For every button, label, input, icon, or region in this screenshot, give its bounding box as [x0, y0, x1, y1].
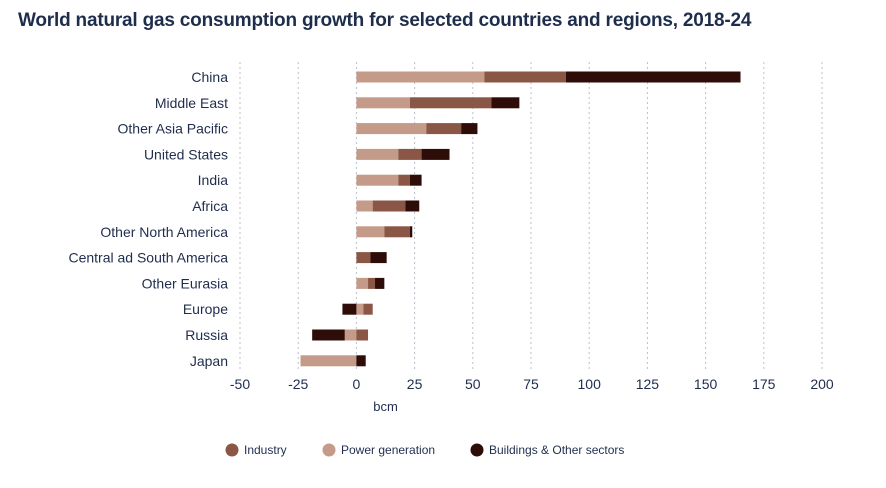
category-label: Central ad South America — [68, 250, 228, 266]
category-label: Other North America — [100, 224, 228, 240]
category-label: Middle East — [155, 95, 228, 111]
bar-segment — [356, 200, 373, 212]
legend-swatch — [470, 443, 484, 457]
bar-segment — [356, 148, 399, 160]
category-label: Japan — [190, 353, 228, 369]
gridlines — [239, 62, 823, 372]
bar-segment — [356, 97, 410, 109]
x-tick-label: -25 — [288, 376, 308, 392]
x-tick-label: 150 — [694, 376, 718, 392]
category-label: Russia — [185, 327, 228, 343]
bar-segment — [370, 252, 387, 264]
x-tick-label: 75 — [523, 376, 539, 392]
bar-segment — [421, 148, 450, 160]
category-labels: China Middle East Other Asia Pacific United… — [68, 69, 228, 369]
bar-segment — [484, 71, 566, 83]
bar-segment — [409, 174, 422, 186]
bar-segment — [405, 200, 420, 212]
x-tick-label: 50 — [465, 376, 481, 392]
bar-segment — [491, 97, 520, 109]
bar-segment — [356, 303, 364, 315]
category-label: China — [191, 69, 228, 85]
legend-label: Buildings & Other sectors — [489, 443, 624, 457]
category-label: India — [198, 172, 229, 188]
bar-segment — [409, 226, 413, 238]
bar-segment — [565, 71, 741, 83]
bar-segment — [426, 123, 462, 135]
legend-swatch — [322, 443, 336, 457]
bar-segment — [344, 329, 357, 341]
category-label: Other Asia Pacific — [118, 121, 229, 137]
bar-segment — [461, 123, 478, 135]
x-axis-title: bcm — [373, 399, 398, 414]
bar-segment — [356, 226, 385, 238]
bar-segment — [384, 226, 410, 238]
bar-segment — [356, 252, 371, 264]
bar-segment — [356, 355, 366, 367]
legend: Industry Power generation Buildings & Othe… — [225, 443, 624, 457]
category-label: Europe — [183, 301, 228, 317]
bar-segment — [375, 277, 385, 289]
bar-segment — [356, 329, 369, 341]
bars — [300, 71, 741, 367]
x-tick-label: 200 — [810, 376, 834, 392]
legend-label: Power generation — [341, 443, 435, 457]
bar-segment — [300, 355, 357, 367]
x-tick-label: 25 — [407, 376, 423, 392]
x-tick-label: 175 — [752, 376, 776, 392]
x-tick-label: 125 — [636, 376, 660, 392]
bar-segment — [368, 277, 376, 289]
legend-label: Industry — [244, 443, 287, 457]
x-tick-label: 0 — [353, 376, 361, 392]
bar-segment — [356, 174, 399, 186]
x-tick-label: 100 — [578, 376, 602, 392]
x-tick-label: -50 — [230, 376, 250, 392]
legend-swatch — [225, 443, 239, 457]
bar-segment — [312, 329, 345, 341]
bar-segment — [372, 200, 406, 212]
category-label: Africa — [192, 198, 228, 214]
bar-segment — [409, 97, 492, 109]
chart-title: World natural gas consumption growth for… — [18, 10, 752, 31]
category-label: Other Eurasia — [142, 275, 229, 291]
x-tick-labels: -50 -25 0 25 50 75 100 125 150 175 200 — [230, 376, 834, 392]
bar-segment — [342, 303, 357, 315]
bar-segment — [356, 71, 485, 83]
bar-segment — [398, 148, 422, 160]
category-label: United States — [144, 146, 228, 162]
bar-segment — [363, 303, 373, 315]
bar-segment — [398, 174, 410, 186]
bar-segment — [356, 277, 369, 289]
bar-segment — [356, 123, 427, 135]
